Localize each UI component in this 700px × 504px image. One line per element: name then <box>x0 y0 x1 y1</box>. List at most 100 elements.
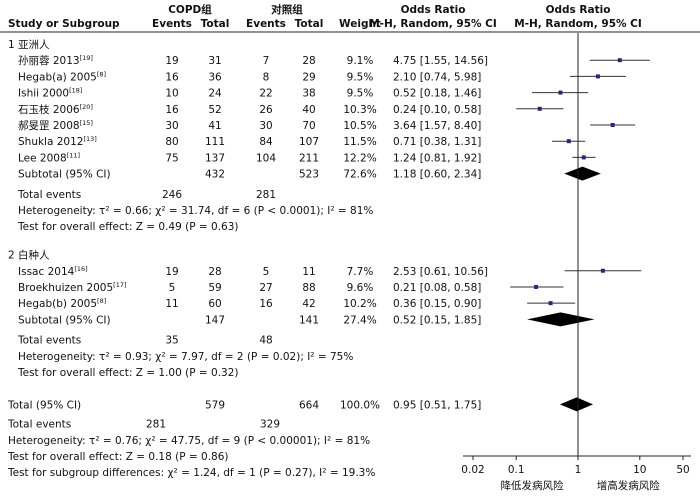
x-tick-label: 1 <box>575 464 582 476</box>
study-name: 郝旻罡 2008[15] <box>18 119 93 132</box>
weight-header: Weight <box>339 18 381 30</box>
heterogeneity-text: Heterogeneity: τ² = 0.93; χ² = 7.97, df … <box>18 351 353 363</box>
or-ci-text: 0.21 [0.08, 0.58] <box>393 282 481 294</box>
point-marker <box>581 155 586 160</box>
x-tick-label: 0.02 <box>461 464 484 476</box>
total-1: 36 <box>208 71 222 83</box>
x-tick-label: 50 <box>676 464 689 476</box>
total-2: 38 <box>302 88 315 100</box>
events-2: 16 <box>259 298 273 310</box>
weight-value: 9.1% <box>347 55 374 67</box>
weight-value: 9.5% <box>347 71 374 83</box>
favours-left-label: 降低发病风险 <box>500 479 563 492</box>
study-name: Issac 2014[16] <box>18 265 88 278</box>
weight-value: 9.5% <box>347 88 374 100</box>
or-ci-text: 0.24 [0.10, 0.58] <box>393 104 481 116</box>
subtotal-weight: 72.6% <box>343 169 376 181</box>
total-2: 28 <box>302 55 315 67</box>
study-name: 石玉枝 2006[20] <box>18 103 93 116</box>
weight-value: 11.5% <box>343 136 376 148</box>
subtotal-label: Subtotal (95% CI) <box>18 169 111 181</box>
overall-effect-total-text: Test for overall effect: Z = 0.18 (P = 0… <box>7 451 229 463</box>
total-2: 29 <box>302 71 315 83</box>
x-tick-label: 10 <box>633 464 646 476</box>
total-label: Total (95% CI) <box>7 399 81 411</box>
weight-value: 10.5% <box>343 120 376 132</box>
total-2: 88 <box>302 282 315 294</box>
or-ci-text: 0.71 [0.38, 1.31] <box>393 136 481 148</box>
weight-value: 7.7% <box>347 266 374 278</box>
total-1: 60 <box>208 298 221 310</box>
point-marker <box>558 90 563 95</box>
total-2: 70 <box>302 120 315 132</box>
total-2: 42 <box>302 298 315 310</box>
subtotal-diamond <box>527 312 595 327</box>
events-2: 30 <box>259 120 272 132</box>
events-2: 27 <box>259 282 272 294</box>
or-ci-text: 4.75 [1.55, 14.56] <box>393 55 488 67</box>
subtotal-total-2: 141 <box>299 314 319 326</box>
total-events-label: Total events <box>17 335 81 347</box>
total-ci-text: 0.95 [0.51, 1.75] <box>393 399 481 411</box>
or-ci-text: 2.53 [0.61, 10.56] <box>393 266 488 278</box>
events-1: 5 <box>169 282 176 294</box>
x-tick-label: 0.1 <box>508 464 525 476</box>
subgroup-label: 1 亚洲人 <box>8 39 50 51</box>
events-2: 8 <box>263 71 270 83</box>
events-2: 26 <box>259 104 273 116</box>
group1-header: COPD组 <box>168 3 212 16</box>
weight-value: 10.3% <box>343 104 376 116</box>
total-2: 40 <box>302 104 315 116</box>
favours-right-label: 增高发病风险 <box>597 479 660 492</box>
total-2: 211 <box>299 152 319 164</box>
total-weight: 100.0% <box>340 399 380 411</box>
point-marker <box>600 268 605 273</box>
point-marker <box>548 301 553 306</box>
events2-header: Events <box>246 18 286 30</box>
or-header-left: Odds Ratio <box>401 4 466 16</box>
study-header: Study or Subgroup <box>8 18 120 30</box>
events-1: 16 <box>165 104 179 116</box>
total-1: 137 <box>205 152 225 164</box>
total-events-2: 48 <box>259 335 272 347</box>
point-marker <box>610 123 615 127</box>
weight-value: 10.2% <box>343 298 376 310</box>
or-method-left: M-H, Random, 95% CI <box>369 18 497 30</box>
overall-total-events-1: 281 <box>146 419 166 431</box>
heterogeneity-text: Heterogeneity: τ² = 0.66; χ² = 31.74, df… <box>18 205 373 217</box>
total-1: 28 <box>208 266 221 278</box>
total-events-1: 246 <box>162 189 182 201</box>
overall-effect-text: Test for overall effect: Z = 1.00 (P = 0… <box>17 367 239 379</box>
events1-header: Events <box>152 18 192 30</box>
or-ci-text: 0.36 [0.15, 0.90] <box>393 298 481 310</box>
events-2: 22 <box>259 88 272 100</box>
study-name: Shukla 2012[13] <box>18 135 97 148</box>
study-name: 孙丽蓉 2013[19] <box>18 54 93 67</box>
events-2: 7 <box>263 55 270 67</box>
subtotal-ci-text: 0.52 [0.15, 1.85] <box>393 314 481 326</box>
overall-heterogeneity-text: Heterogeneity: τ² = 0.76; χ² = 47.75, df… <box>8 435 370 447</box>
total-total-1: 579 <box>205 399 225 411</box>
total-1: 52 <box>208 104 221 116</box>
total-total-2: 664 <box>299 399 319 411</box>
subtotal-diamond <box>564 166 601 181</box>
total-1: 41 <box>208 120 221 132</box>
total1-header: Total <box>201 18 230 30</box>
total-1: 24 <box>208 88 222 100</box>
study-name: Broekhuizen 2005[17] <box>18 281 127 294</box>
subtotal-ci-text: 1.18 [0.60, 2.34] <box>393 169 481 181</box>
study-name: Ishii 2000[18] <box>18 87 82 100</box>
weight-value: 12.2% <box>343 152 376 164</box>
total-1: 111 <box>205 136 225 148</box>
events-1: 11 <box>165 298 178 310</box>
total-events-label: Total events <box>17 189 81 201</box>
group2-header: 对照组 <box>271 3 303 16</box>
total-2: 107 <box>299 136 319 148</box>
subtotal-weight: 27.4% <box>343 314 376 326</box>
overall-total-events-label: Total events <box>7 419 71 431</box>
events-2: 84 <box>259 136 273 148</box>
study-name: Hegab(b) 2005[8] <box>18 297 106 310</box>
events-1: 19 <box>165 266 178 278</box>
point-marker <box>534 284 539 289</box>
or-ci-text: 3.64 [1.57, 8.40] <box>393 120 481 132</box>
